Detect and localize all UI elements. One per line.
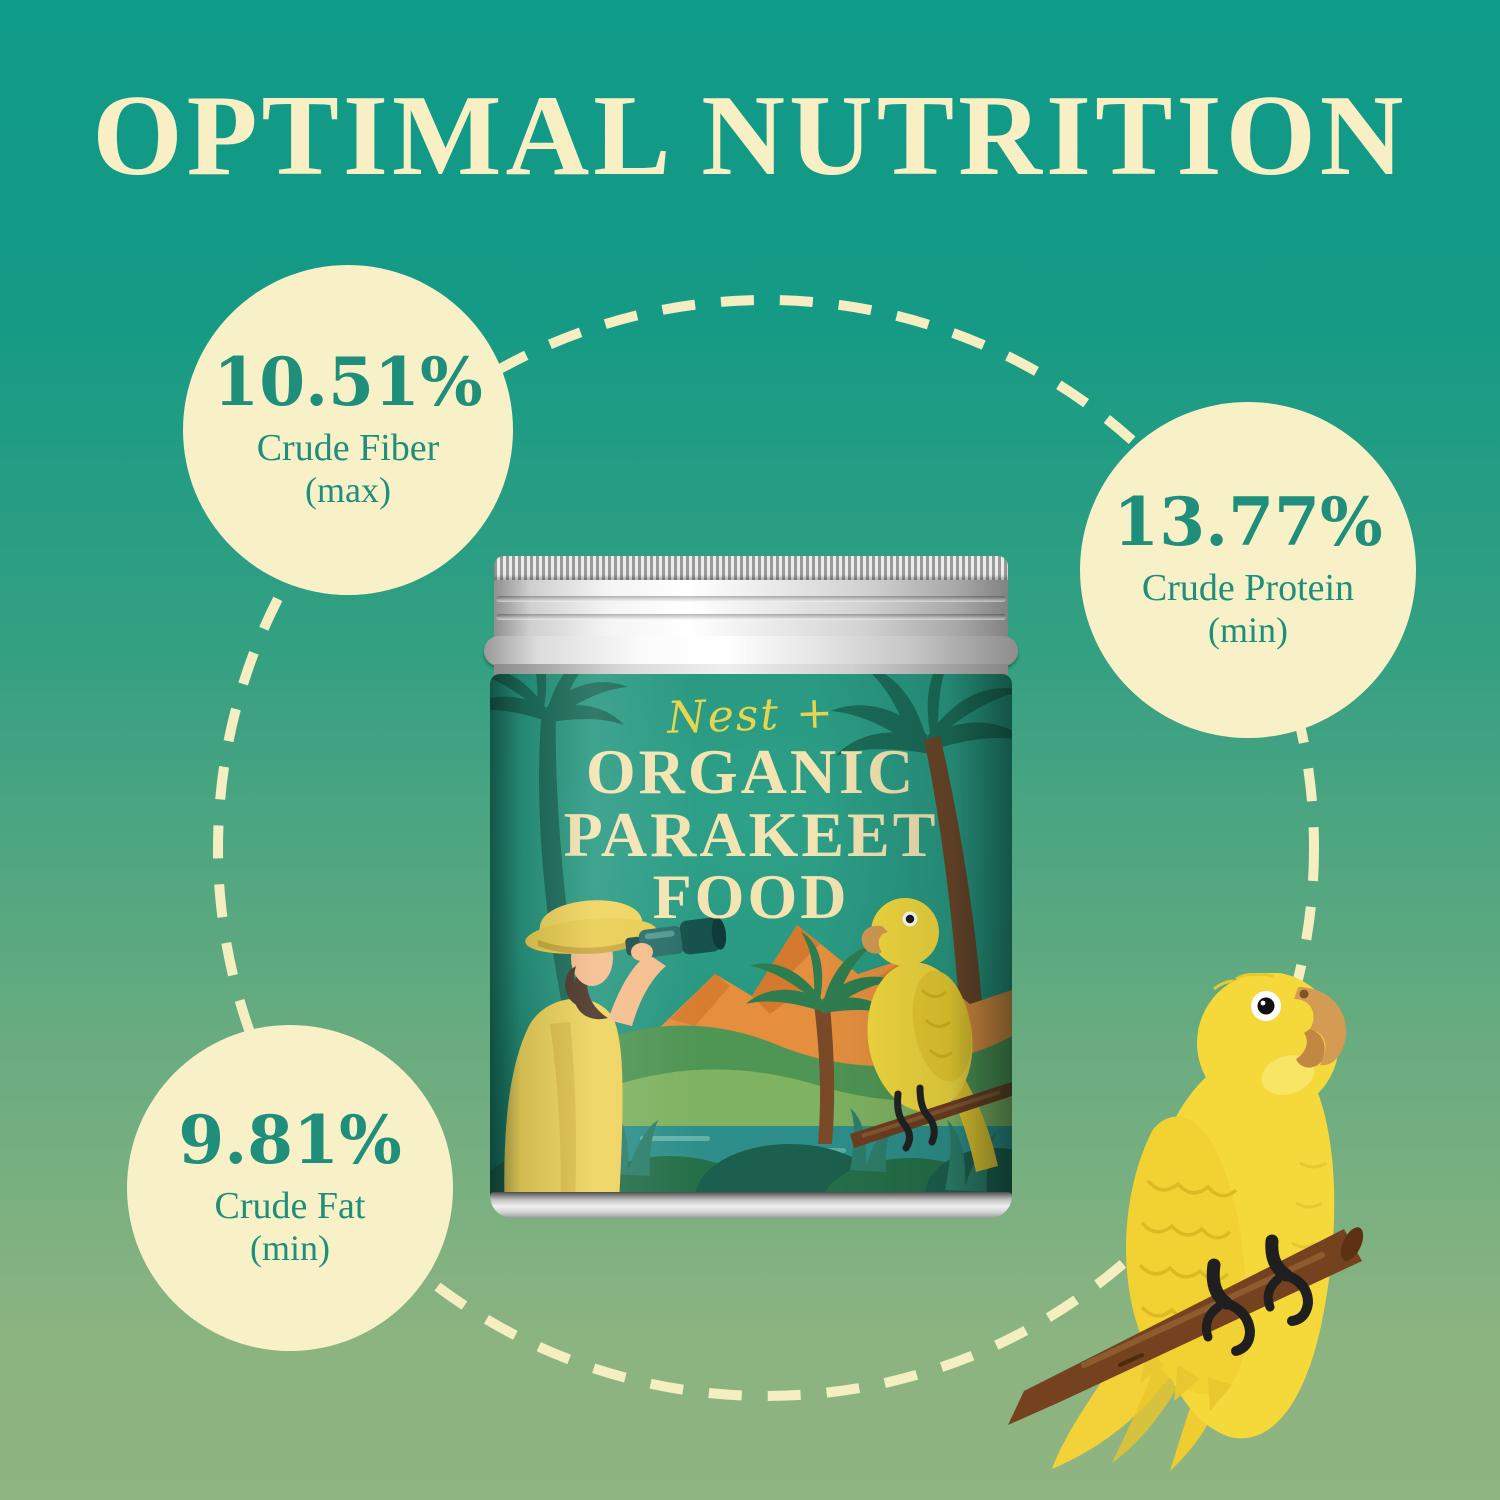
stat-label: Crude Protein — [1141, 567, 1355, 610]
stat-label: Crude Fiber — [256, 427, 440, 470]
tin-lid — [494, 556, 1008, 642]
stat-qualifier: (min) — [250, 1228, 330, 1269]
stat-qualifier: (min) — [1208, 610, 1288, 651]
stat-value: 13.77% — [1113, 483, 1383, 562]
page-title: OPTIMAL NUTRITION — [92, 72, 1408, 200]
beak — [1294, 987, 1347, 1068]
stat-circle-crude-protein: 13.77% Crude Protein (min) — [1080, 402, 1416, 738]
stat-qualifier: (max) — [305, 470, 391, 511]
tin-bottom-rim — [490, 1192, 1012, 1218]
lid-knurl-edge — [494, 556, 1008, 580]
product-name-line3: FOOD — [652, 861, 850, 933]
parakeet-illustration — [1008, 973, 1364, 1471]
stat-circle-crude-fiber: 10.51% Crude Fiber (max) — [183, 265, 513, 595]
feet-claws — [1201, 1234, 1314, 1356]
brand-script: Nest + — [666, 687, 836, 744]
stat-value: 9.81% — [178, 1101, 402, 1180]
stat-circle-crude-fat: 9.81% Crude Fat (min) — [127, 1025, 453, 1351]
label-text-block: Nest + ORGANIC PARAKEET FOOD — [490, 687, 1012, 933]
lid-flange — [484, 636, 1018, 666]
product-name-line2: PARAKEET — [563, 798, 939, 870]
stat-value: 10.51% — [213, 343, 483, 422]
tin-label: Nest + ORGANIC PARAKEET FOOD — [490, 674, 1012, 1218]
stat-label: Crude Fat — [214, 1185, 366, 1228]
product-tin: Nest + ORGANIC PARAKEET FOOD — [480, 556, 1022, 1218]
product-name-line1: ORGANIC — [585, 736, 917, 807]
